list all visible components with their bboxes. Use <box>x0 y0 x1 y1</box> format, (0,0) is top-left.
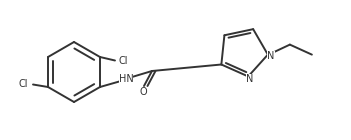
Text: N: N <box>245 74 253 84</box>
Text: Cl: Cl <box>119 56 128 66</box>
Text: Cl: Cl <box>19 79 28 89</box>
Text: HN: HN <box>119 74 133 84</box>
Text: O: O <box>139 87 147 97</box>
Text: N: N <box>267 51 274 61</box>
